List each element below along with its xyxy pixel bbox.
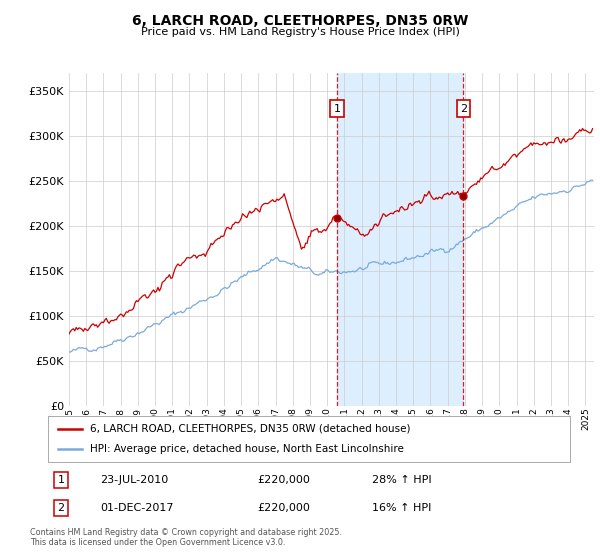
Text: 1: 1 [334, 104, 341, 114]
Text: 16% ↑ HPI: 16% ↑ HPI [371, 503, 431, 514]
Text: 01-DEC-2017: 01-DEC-2017 [100, 503, 174, 514]
Text: 6, LARCH ROAD, CLEETHORPES, DN35 0RW (detached house): 6, LARCH ROAD, CLEETHORPES, DN35 0RW (de… [90, 424, 410, 434]
Text: Price paid vs. HM Land Registry's House Price Index (HPI): Price paid vs. HM Land Registry's House … [140, 27, 460, 37]
Text: 1: 1 [58, 475, 65, 485]
Text: 6, LARCH ROAD, CLEETHORPES, DN35 0RW: 6, LARCH ROAD, CLEETHORPES, DN35 0RW [132, 14, 468, 28]
Text: £220,000: £220,000 [257, 503, 310, 514]
Text: 23-JUL-2010: 23-JUL-2010 [100, 475, 169, 485]
Text: 2: 2 [58, 503, 65, 514]
Text: HPI: Average price, detached house, North East Lincolnshire: HPI: Average price, detached house, Nort… [90, 444, 404, 454]
Text: £220,000: £220,000 [257, 475, 310, 485]
Bar [337, 73, 463, 406]
Text: 28% ↑ HPI: 28% ↑ HPI [371, 475, 431, 485]
Text: Contains HM Land Registry data © Crown copyright and database right 2025.
This d: Contains HM Land Registry data © Crown c… [30, 528, 342, 547]
Text: 2: 2 [460, 104, 467, 114]
